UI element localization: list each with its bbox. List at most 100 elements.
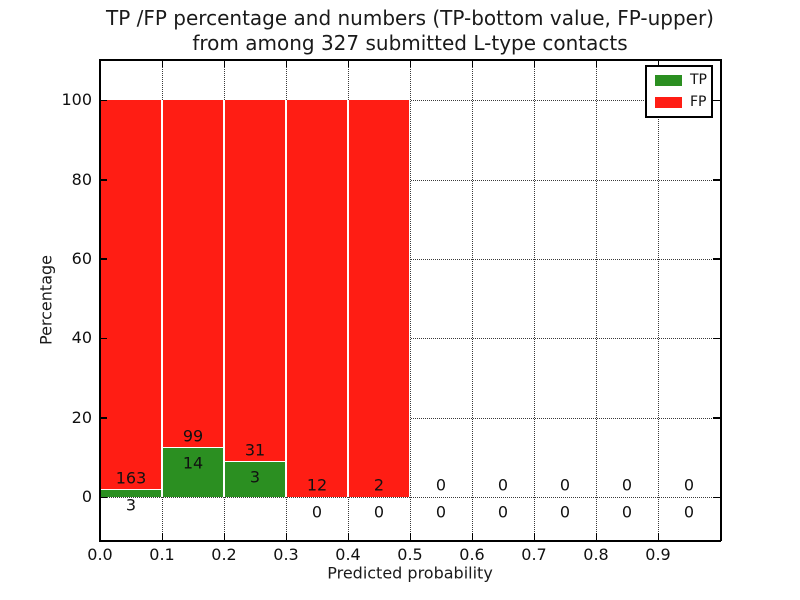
tp-count-label: 0 [497,502,509,522]
top-spine [99,59,721,61]
fp-count-label: 2 [373,475,385,495]
y-tick-left [100,496,107,499]
gridline-vertical [472,60,473,540]
tp-count-label: 3 [249,467,261,487]
x-tick-top [657,60,659,67]
x-tick-label: 0.6 [459,545,485,564]
tp-count-label: 0 [621,502,633,522]
tp-count-label: 0 [559,502,571,522]
y-tick-right [713,99,720,102]
x-tick-top [409,60,411,67]
x-tick-bottom [161,533,163,540]
gridline-horizontal [100,338,720,340]
x-tick-top [533,60,535,67]
y-tick-right [713,179,720,181]
gridline-horizontal [100,497,720,499]
tp-count-label: 0 [311,502,323,522]
x-tick-label: 0.1 [149,545,175,564]
x-tick-bottom [285,533,287,540]
fp-bar-segment [224,100,286,463]
y-tick-left [100,337,107,340]
legend: TP FP [645,65,713,118]
x-tick-bottom [99,533,101,540]
y-axis-label: Percentage [36,254,56,346]
x-tick-top [471,60,473,67]
x-tick-top [595,60,597,67]
legend-entry-fp: FP [655,95,707,110]
x-tick-bottom [533,533,535,540]
x-tick-label: 0.3 [273,545,299,564]
y-tick-label: 60 [71,248,92,268]
gridline-horizontal [100,417,720,419]
fp-bar-segment [348,100,410,498]
fp-count-label: 31 [244,440,266,460]
fp-bar-segment [162,100,224,448]
gridline-horizontal [100,100,720,102]
tp-count-label: 0 [683,502,695,522]
y-tick-right [713,496,720,499]
fp-count-label: 163 [115,468,147,488]
y-tick-left [100,99,107,102]
x-tick-top [347,60,349,67]
fp-color-swatch [655,97,682,108]
fp-count-label: 0 [497,475,509,495]
legend-entry-tp: TP [655,73,707,88]
x-tick-bottom [347,533,349,540]
tp-bar-segment [162,447,224,498]
legend-label-tp: TP [690,72,707,88]
x-tick-top [161,60,163,67]
chart-title-line2: from among 327 submitted L-type contacts [192,31,628,55]
x-tick-top [223,60,225,67]
x-tick-label: 0.5 [397,545,423,564]
y-tick-label: 20 [71,407,92,427]
x-axis-label: Predicted probability [327,563,493,583]
chart-title-line1: TP /FP percentage and numbers (TP-bottom… [106,6,714,30]
bottom-spine [99,540,721,542]
tp-count-label: 14 [182,453,204,473]
y-tick-label: 100 [61,90,92,110]
gridline-vertical [596,60,597,540]
x-tick-bottom [409,533,411,540]
y-tick-label: 80 [71,169,92,189]
y-tick-left [100,179,107,181]
fp-count-label: 99 [182,426,204,446]
fp-count-label: 0 [683,475,695,495]
x-tick-label: 0.9 [645,545,671,564]
legend-label-fp: FP [690,94,707,110]
tp-bar-segment [224,462,286,498]
right-spine [720,59,722,541]
x-tick-label: 0.4 [335,545,361,564]
x-tick-label: 0.0 [87,545,113,564]
x-tick-label: 0.7 [521,545,547,564]
y-tick-right [713,417,720,419]
y-tick-left [100,258,107,260]
x-tick-bottom [657,533,659,540]
y-tick-label: 40 [71,328,92,348]
left-spine [99,59,101,541]
gridline-horizontal [100,179,720,181]
chart-title: TP /FP percentage and numbers (TP-bottom… [100,6,720,56]
gridline-vertical [658,60,659,540]
fp-bar-segment [286,100,348,498]
y-tick-label: 0 [81,487,92,507]
gridline-vertical [410,60,411,540]
tp-count-label: 3 [125,495,137,515]
tp-bar-segment [100,489,162,498]
fp-count-label: 0 [621,475,633,495]
y-tick-left [100,417,107,419]
gridline-vertical [534,60,535,540]
fp-bar-segment [100,100,162,490]
x-tick-top [99,60,101,67]
x-tick-bottom [595,533,597,540]
tp-color-swatch [655,75,682,86]
fp-count-label: 0 [435,475,447,495]
y-tick-right [713,258,720,260]
x-tick-label: 0.8 [583,545,609,564]
gridline-horizontal [100,258,720,260]
fp-count-label: 12 [306,475,328,495]
tp-count-label: 0 [373,502,385,522]
y-tick-right [713,337,720,340]
fp-count-label: 0 [559,475,571,495]
x-tick-bottom [223,533,225,540]
